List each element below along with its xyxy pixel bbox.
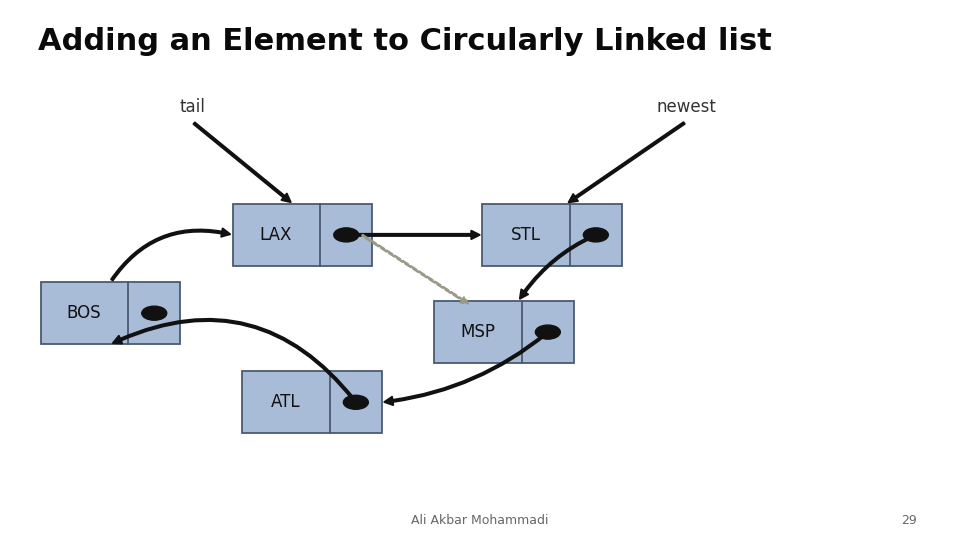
Text: 29: 29 [901,514,917,526]
Text: MSP: MSP [460,323,495,341]
FancyArrowPatch shape [194,123,291,202]
Bar [242,372,381,433]
Text: newest: newest [657,98,716,116]
Text: STL: STL [511,226,540,244]
Circle shape [142,306,167,320]
Circle shape [536,325,561,339]
FancyArrowPatch shape [113,319,355,401]
Text: LAX: LAX [260,226,292,244]
Bar [434,301,574,363]
Text: Adding an Element to Circularly Linked list: Adding an Element to Circularly Linked l… [38,27,772,56]
Bar [232,204,372,266]
Circle shape [584,228,609,242]
Text: BOS: BOS [66,304,101,322]
FancyArrowPatch shape [362,235,468,303]
FancyArrowPatch shape [568,122,684,202]
FancyArrowPatch shape [111,228,230,280]
Circle shape [334,228,359,242]
FancyArrowPatch shape [384,333,546,405]
Circle shape [344,395,369,409]
FancyArrowPatch shape [349,231,480,239]
Text: tail: tail [180,98,204,116]
Text: ATL: ATL [271,393,300,411]
FancyArrowPatch shape [520,235,593,299]
Text: Ali Akbar Mohammadi: Ali Akbar Mohammadi [411,514,549,526]
Bar [482,204,622,266]
Bar [41,282,180,345]
